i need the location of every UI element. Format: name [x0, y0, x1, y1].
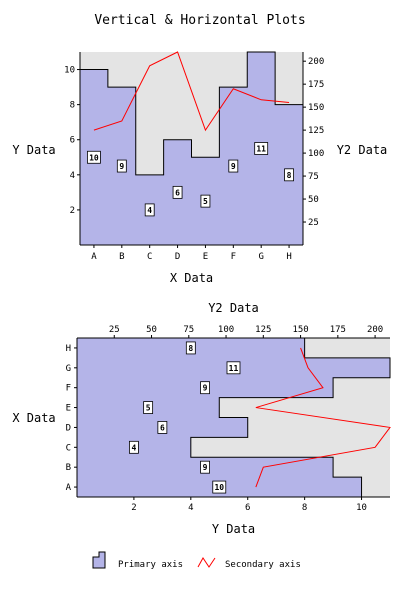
data-label: 11	[256, 145, 266, 154]
y-tick-label: 4	[188, 503, 193, 513]
data-label-box	[144, 203, 155, 217]
x-tick-label: E	[203, 252, 208, 262]
y2-tick-label: 75	[308, 172, 319, 182]
data-label-box	[212, 480, 227, 494]
data-label-box	[87, 150, 101, 164]
data-label: 9	[119, 162, 124, 171]
y-tick-label: 2	[131, 503, 136, 513]
y2-tick-label: 175	[308, 80, 324, 90]
y-tick-label: 10	[356, 503, 367, 513]
data-label-box	[254, 142, 269, 155]
y-tick-label: 8	[302, 503, 307, 513]
data-label-box	[116, 159, 127, 173]
data-label-box	[129, 440, 139, 454]
x-tick-label: B	[119, 252, 124, 262]
data-label: 6	[160, 423, 165, 432]
x-axis-title: X Data	[170, 271, 213, 285]
data-label-box	[200, 194, 211, 208]
y2-tick-label: 150	[308, 103, 324, 113]
y-tick-label: 4	[70, 171, 75, 181]
data-label: 9	[203, 384, 208, 393]
y2-tick-label: 125	[308, 126, 324, 136]
y-tick-label: 6	[245, 503, 250, 513]
category-tick-label: D	[66, 423, 71, 433]
x-tick-label: C	[147, 252, 152, 262]
y2-tick-label: 50	[308, 195, 319, 205]
primary-step-line	[190, 338, 391, 497]
data-label-box	[157, 421, 168, 434]
data-label-box	[226, 361, 241, 375]
data-label: 5	[203, 197, 208, 206]
vertical-chart: 10 9 4 6 5 9 11 8 2 4 6 8 10 25 50 75 100 125 150 175 200 A B C…	[12, 51, 388, 285]
chart-title: Vertical & Horizontal Plots	[94, 13, 305, 28]
data-label-box	[200, 381, 210, 395]
y-axis-title: Y Data	[212, 522, 255, 536]
x-tick-label: H	[286, 252, 291, 262]
data-label-box	[200, 460, 210, 474]
primary-step-line	[80, 51, 303, 176]
x-tick-label: G	[258, 252, 263, 262]
data-label: 8	[188, 344, 193, 353]
y2-tick-label: 100	[308, 149, 324, 159]
data-label: 10	[89, 153, 99, 162]
secondary-axis-legend-icon	[197, 557, 216, 568]
data-label: 4	[131, 443, 136, 452]
legend: Primary axis Secondary axis	[92, 551, 301, 570]
y2-tick-label: 75	[183, 325, 194, 335]
category-tick-label: G	[66, 364, 71, 374]
data-label: 10	[214, 483, 224, 492]
data-label: 8	[287, 171, 292, 180]
data-label-box	[185, 341, 196, 355]
y2-tick-label: 50	[146, 325, 157, 335]
data-label-box	[172, 185, 183, 199]
y-tick-label: 8	[70, 101, 75, 111]
y2-tick-label: 175	[330, 325, 346, 335]
data-label: 11	[229, 364, 239, 373]
data-label: 9	[203, 463, 208, 472]
secondary-line	[255, 347, 391, 488]
y2-tick-label: 200	[367, 325, 383, 335]
y2-tick-label: 150	[292, 325, 308, 335]
y-tick-label: 10	[64, 66, 75, 76]
category-tick-label: C	[66, 443, 71, 453]
category-tick-label: H	[66, 344, 71, 354]
data-label: 4	[147, 206, 152, 215]
category-tick-label: F	[66, 384, 71, 394]
data-label: 5	[146, 404, 151, 413]
y-axis-title: Y Data	[12, 143, 55, 157]
y-tick-label: 2	[70, 206, 75, 216]
data-label: 6	[175, 188, 180, 197]
primary-axis-legend-icon	[92, 551, 106, 569]
x-axis-title: X Data	[12, 411, 55, 425]
y2-tick-label: 25	[308, 218, 319, 228]
secondary-axis-legend-label: Secondary axis	[225, 560, 301, 570]
x-tick-label: D	[175, 252, 180, 262]
data-label-box	[228, 159, 239, 173]
category-tick-label: B	[66, 463, 71, 473]
data-label-box	[143, 401, 154, 414]
y2-tick-label: 200	[308, 57, 324, 67]
y-tick-label: 6	[70, 136, 75, 146]
data-label-box	[284, 168, 294, 182]
category-tick-label: A	[66, 483, 72, 493]
y2-tick-label: 125	[255, 325, 271, 335]
y2-axis-title: Y2 Data	[337, 143, 388, 157]
secondary-line	[93, 51, 290, 132]
primary-axis-legend-label: Primary axis	[118, 560, 183, 570]
y2-tick-label: 100	[218, 325, 234, 335]
category-tick-label: E	[66, 404, 71, 414]
horizontal-chart: 10 9 4 6 5 9 11 8 2 4 6 8 10 25 50 75 100 125 150 175 200 ABC…	[12, 301, 391, 536]
x-tick-label: A	[91, 252, 97, 262]
data-label: 9	[231, 162, 236, 171]
y2-axis-title: Y2 Data	[208, 301, 259, 315]
y2-tick-label: 25	[109, 325, 120, 335]
x-tick-label: F	[231, 252, 236, 262]
